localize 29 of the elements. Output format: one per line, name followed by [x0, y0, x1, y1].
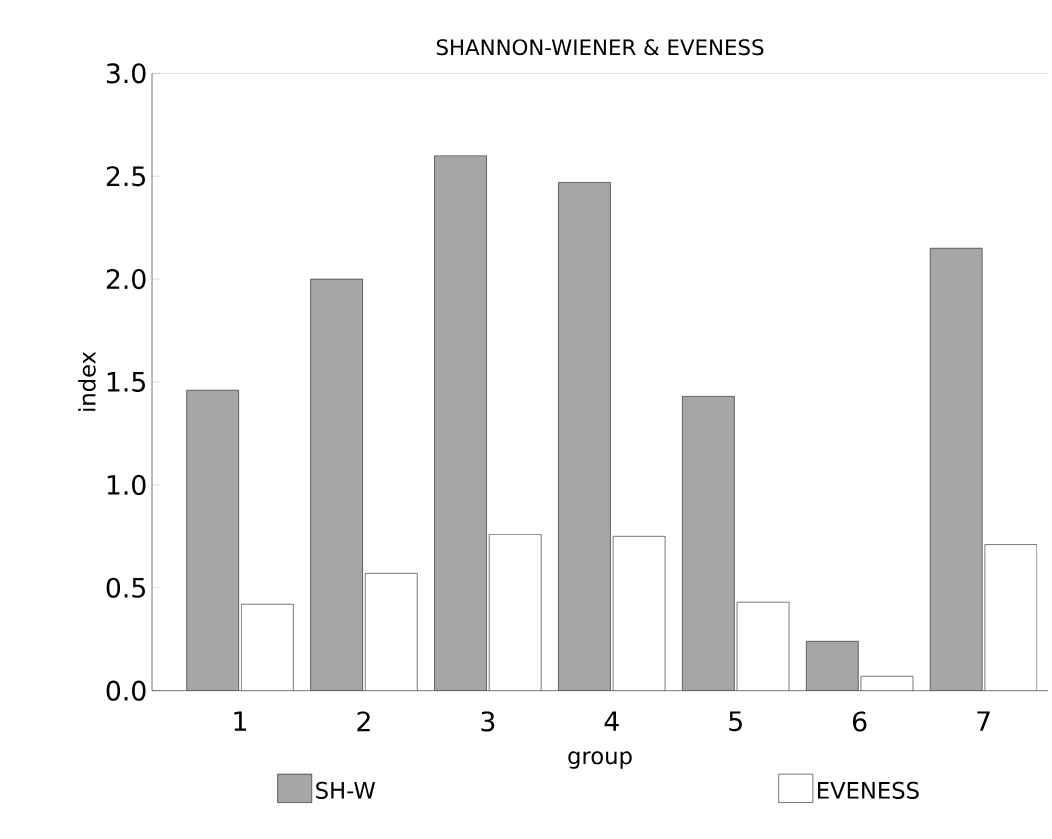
y-tick-label: 3.0: [106, 63, 146, 84]
legend-label: SH-W: [316, 781, 376, 800]
x-axis-title: group: [568, 751, 632, 769]
bar: [364, 573, 418, 691]
x-tick-label: 6: [853, 711, 867, 732]
x-tick-label: 3: [481, 711, 495, 732]
y-tick-label: 2.0: [106, 269, 146, 290]
y-axis-title: index: [78, 351, 96, 412]
y-tick-label: 0.0: [106, 680, 146, 701]
chart-title: SHANNON-WIENER & EVENESS: [436, 39, 764, 56]
legend-label: EVENESS: [818, 781, 919, 800]
y-tick-label: 1.5: [107, 372, 145, 393]
bar: [488, 534, 542, 691]
bar: [434, 155, 487, 691]
x-tick-label: 2: [357, 711, 370, 732]
y-tick-label: 1.0: [107, 474, 146, 496]
bar: [241, 604, 294, 691]
bar: [186, 390, 239, 691]
x-tick-label: 7: [977, 711, 990, 731]
bar: [682, 396, 735, 691]
bar: [558, 182, 611, 691]
x-tick-label: 1: [234, 711, 247, 731]
y-tick-label: 2.5: [106, 166, 145, 187]
y-tick-label: 0.5: [106, 577, 145, 599]
bar: [929, 248, 983, 691]
x-tick-label: 5: [729, 711, 742, 732]
bar: [806, 641, 859, 691]
x-tick-label: 4: [604, 711, 619, 731]
bar: [310, 279, 363, 691]
